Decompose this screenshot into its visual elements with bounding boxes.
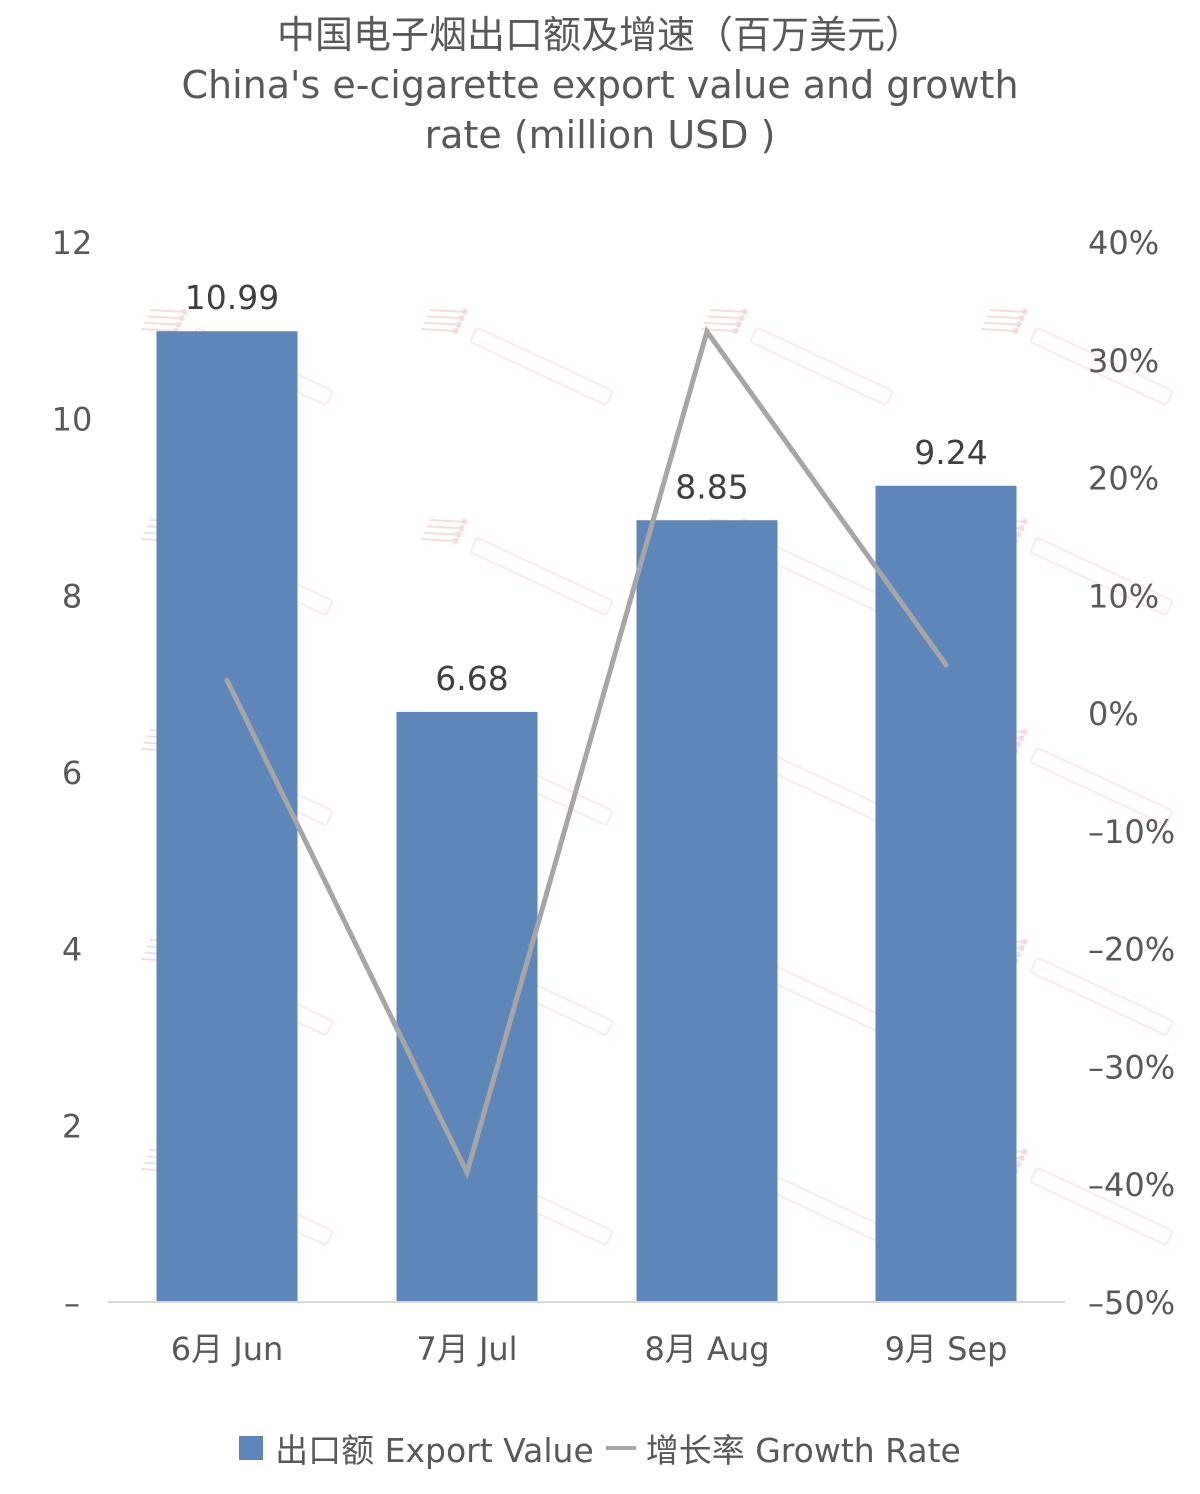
labels-layer: 10.99 6.68 8.85 9.24 6月 Jun 7月 Jul 8月 Aug 9月 Se… [52,224,1175,1368]
watermark-mark [701,308,893,406]
y-right-tick-label: –30% [1088,1048,1175,1086]
y-left-tick-label: 2 [62,1107,82,1145]
legend-item-growth-rate: 增长率 Growth Rate [594,1424,961,1472]
y-left-tick-label: 12 [52,224,93,262]
y-right-tick-label: –20% [1088,931,1175,969]
bar-data-label: 6.68 [435,659,508,698]
bar-export-value [156,331,298,1302]
legend-label-export-value: 出口额 Export Value [275,1431,594,1470]
y-right-tick-label: –50% [1088,1284,1175,1322]
y-right-tick-label: 10% [1088,577,1159,615]
y-right-tick-label: 0% [1088,695,1139,733]
bar-data-label: 10.99 [185,278,279,317]
y-left-tick-label: 8 [62,577,82,615]
x-tick-label: 8月 Aug [644,1330,769,1368]
line-growth-rate [224,325,949,1180]
legend-item-export-value: 出口额 Export Value [239,1424,594,1472]
y-right-tick-label: –10% [1088,813,1175,851]
chart-subtitle-line-2: rate (million USD ) [424,113,776,157]
bar-data-label: 8.85 [675,467,748,506]
line-point-growth-rate [943,662,949,668]
legend-swatch-line [605,1446,636,1450]
bar-export-value [875,485,1017,1302]
bars-layer [156,331,1017,1302]
x-tick-label: 6月 Jun [171,1330,284,1368]
y-right-tick-label: 40% [1088,224,1159,262]
y-right-tick-label: 30% [1088,342,1159,380]
y-left-tick-label: 10 [52,401,93,439]
line-point-growth-rate [224,677,230,683]
legend-label-growth-rate: 增长率 Growth Rate [645,1431,961,1470]
y-right-tick-label: 20% [1088,460,1159,498]
y-left-tick-label: – [64,1284,80,1322]
watermark-mark [421,518,613,616]
chart-title: 中国电子烟出口额及增速（百万美元） [276,13,923,57]
x-tick-label: 7月 Jul [416,1330,517,1368]
bar-data-label: 9.24 [914,433,987,472]
y-left-tick-label: 4 [62,931,82,969]
chart-subtitle-line-1: China's e-cigarette export value and gro… [181,63,1019,107]
watermark-mark [421,308,613,406]
y-right-tick-label: –40% [1088,1166,1175,1204]
x-tick-label: 9月 Sep [885,1330,1008,1368]
line-point-growth-rate [464,1169,470,1175]
bar-export-value [636,520,778,1302]
watermark-mark [981,308,1173,406]
y-left-tick-label: 6 [62,754,82,792]
line-point-growth-rate [704,329,710,335]
growth-line-layer [224,325,949,1180]
legend-swatch-bar [239,1436,264,1460]
legend: 出口额 Export Value 增长率 Growth Rate [0,1424,1200,1472]
